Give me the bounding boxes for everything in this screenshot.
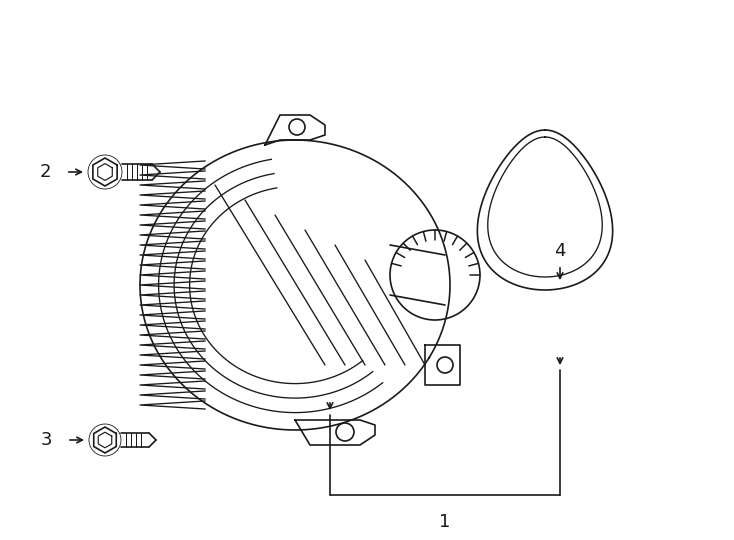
- Text: 1: 1: [440, 513, 451, 531]
- Text: 2: 2: [40, 163, 51, 181]
- Text: 4: 4: [554, 242, 566, 260]
- Text: 3: 3: [40, 431, 52, 449]
